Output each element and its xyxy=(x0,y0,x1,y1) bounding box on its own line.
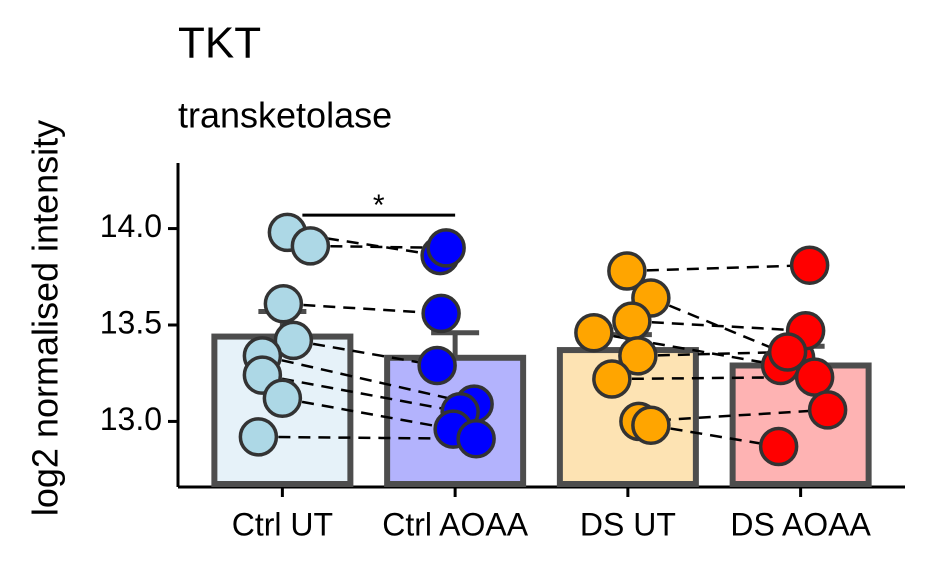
data-point xyxy=(794,357,835,397)
data-point xyxy=(592,359,632,399)
y-tick-label: 13.0 xyxy=(100,401,162,437)
pair-line xyxy=(638,408,828,423)
pair-line xyxy=(262,354,475,406)
data-point xyxy=(421,293,461,334)
x-tick-label: Ctrl AOAA xyxy=(382,506,528,542)
chart-subtitle: transketolase xyxy=(178,95,392,136)
data-point xyxy=(612,301,652,341)
data-point xyxy=(273,320,314,361)
data-point xyxy=(789,245,830,285)
data-point xyxy=(262,378,303,419)
x-tick-label: Ctrl UT xyxy=(232,506,333,542)
data-point xyxy=(607,251,647,291)
data-point xyxy=(574,312,614,353)
chart-title: TKT xyxy=(178,19,261,68)
pair-line xyxy=(650,424,779,448)
pair-line xyxy=(282,397,454,431)
pair-line xyxy=(631,319,806,333)
data-point xyxy=(758,426,799,467)
data-point xyxy=(618,336,658,376)
data-point xyxy=(456,419,496,459)
pair-line xyxy=(293,339,438,367)
data-point xyxy=(767,332,808,372)
pair-line xyxy=(637,350,788,358)
pair-line xyxy=(310,244,447,250)
data-point xyxy=(417,345,457,386)
pair-line xyxy=(283,302,442,315)
data-point xyxy=(807,390,848,430)
pair-line xyxy=(626,263,810,273)
pair-line xyxy=(262,373,461,414)
data-point xyxy=(631,405,671,446)
significance-label: * xyxy=(373,189,385,222)
x-tick-label: DS UT xyxy=(580,506,676,542)
data-point xyxy=(290,226,331,266)
x-tick-label: DS AOAA xyxy=(730,506,871,542)
y-tick-label: 13.5 xyxy=(100,304,162,340)
data-point xyxy=(426,228,466,268)
data-point xyxy=(263,284,304,324)
y-axis-label: log2 normalised intensity xyxy=(25,120,66,516)
y-tick-label: 14.0 xyxy=(100,208,162,244)
data-point xyxy=(238,417,279,457)
